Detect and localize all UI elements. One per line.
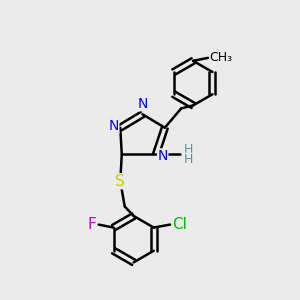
- Text: F: F: [88, 217, 96, 232]
- Text: CH₃: CH₃: [209, 51, 232, 64]
- Text: N: N: [137, 97, 148, 111]
- Text: H: H: [184, 142, 193, 156]
- Text: N: N: [108, 119, 119, 133]
- Text: S: S: [116, 174, 125, 189]
- Text: N: N: [158, 149, 168, 163]
- Text: Cl: Cl: [172, 217, 187, 232]
- Text: H: H: [184, 153, 193, 166]
